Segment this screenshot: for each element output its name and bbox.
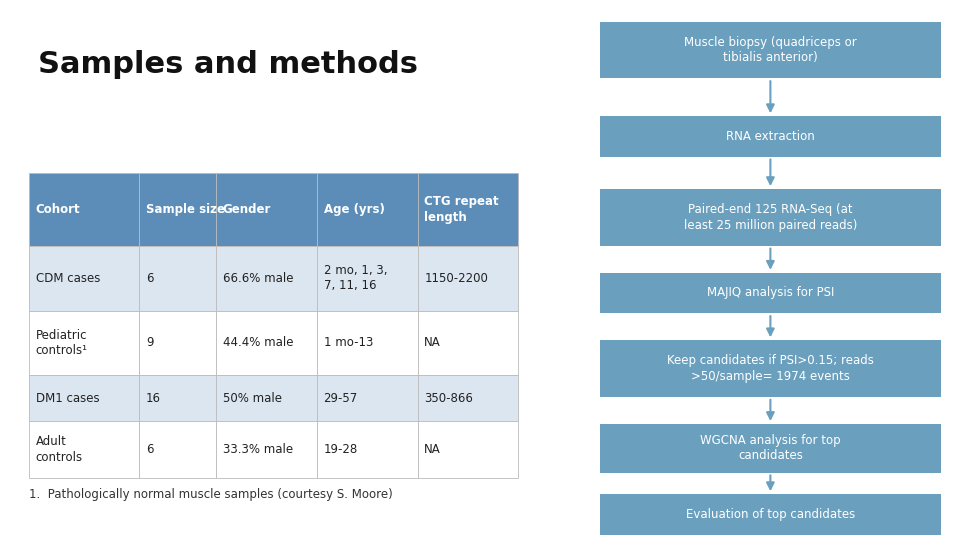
- FancyBboxPatch shape: [418, 246, 518, 310]
- Text: CTG repeat
length: CTG repeat length: [424, 195, 499, 224]
- Text: 44.4% male: 44.4% male: [223, 336, 293, 349]
- FancyBboxPatch shape: [317, 246, 418, 310]
- Text: Muscle biopsy (quadriceps or
tibialis anterior): Muscle biopsy (quadriceps or tibialis an…: [684, 36, 856, 64]
- FancyBboxPatch shape: [317, 421, 418, 478]
- FancyBboxPatch shape: [139, 246, 216, 310]
- FancyBboxPatch shape: [418, 310, 518, 375]
- Text: 6: 6: [146, 443, 154, 456]
- Text: Keep candidates if PSI>0.15; reads
>50/sample= 1974 events: Keep candidates if PSI>0.15; reads >50/s…: [667, 354, 874, 383]
- Text: 50% male: 50% male: [223, 392, 281, 405]
- Text: 19-28: 19-28: [324, 443, 358, 456]
- Text: 2 mo, 1, 3,
7, 11, 16: 2 mo, 1, 3, 7, 11, 16: [324, 264, 387, 292]
- FancyBboxPatch shape: [600, 189, 941, 246]
- FancyBboxPatch shape: [418, 375, 518, 421]
- Text: Cohort: Cohort: [36, 202, 80, 216]
- Text: Pediatric
controls¹: Pediatric controls¹: [36, 329, 87, 357]
- FancyBboxPatch shape: [139, 421, 216, 478]
- FancyBboxPatch shape: [600, 273, 941, 313]
- Text: 29-57: 29-57: [324, 392, 358, 405]
- Text: 6: 6: [146, 272, 154, 285]
- Text: 33.3% male: 33.3% male: [223, 443, 293, 456]
- Text: NA: NA: [424, 443, 441, 456]
- FancyBboxPatch shape: [418, 421, 518, 478]
- Text: 9: 9: [146, 336, 154, 349]
- FancyBboxPatch shape: [139, 310, 216, 375]
- FancyBboxPatch shape: [139, 173, 216, 246]
- FancyBboxPatch shape: [139, 375, 216, 421]
- Text: Adult
controls: Adult controls: [36, 435, 83, 464]
- FancyBboxPatch shape: [317, 173, 418, 246]
- Text: 350-866: 350-866: [424, 392, 473, 405]
- FancyBboxPatch shape: [600, 424, 941, 472]
- Text: MAJIQ analysis for PSI: MAJIQ analysis for PSI: [707, 286, 834, 300]
- FancyBboxPatch shape: [29, 421, 139, 478]
- FancyBboxPatch shape: [600, 22, 941, 78]
- FancyBboxPatch shape: [317, 375, 418, 421]
- FancyBboxPatch shape: [317, 310, 418, 375]
- FancyBboxPatch shape: [29, 246, 139, 310]
- Text: 66.6% male: 66.6% male: [223, 272, 293, 285]
- Text: Evaluation of top candidates: Evaluation of top candidates: [685, 508, 855, 521]
- FancyBboxPatch shape: [418, 173, 518, 246]
- Text: Paired-end 125 RNA-Seq (at
least 25 million paired reads): Paired-end 125 RNA-Seq (at least 25 mill…: [684, 203, 857, 232]
- Text: DM1 cases: DM1 cases: [36, 392, 99, 405]
- FancyBboxPatch shape: [29, 375, 139, 421]
- Text: Age (yrs): Age (yrs): [324, 202, 384, 216]
- Text: 1150-2200: 1150-2200: [424, 272, 489, 285]
- Text: Sample size: Sample size: [146, 202, 225, 216]
- FancyBboxPatch shape: [216, 310, 317, 375]
- FancyBboxPatch shape: [600, 340, 941, 397]
- Text: RNA extraction: RNA extraction: [726, 130, 815, 143]
- FancyBboxPatch shape: [600, 116, 941, 157]
- FancyBboxPatch shape: [216, 375, 317, 421]
- Text: 1 mo-13: 1 mo-13: [324, 336, 372, 349]
- FancyBboxPatch shape: [29, 310, 139, 375]
- Text: Samples and methods: Samples and methods: [38, 50, 419, 79]
- FancyBboxPatch shape: [216, 246, 317, 310]
- Text: NA: NA: [424, 336, 441, 349]
- Text: 1.  Pathologically normal muscle samples (courtesy S. Moore): 1. Pathologically normal muscle samples …: [29, 488, 393, 501]
- FancyBboxPatch shape: [216, 421, 317, 478]
- Text: WGCNA analysis for top
candidates: WGCNA analysis for top candidates: [700, 434, 841, 462]
- FancyBboxPatch shape: [29, 173, 139, 246]
- FancyBboxPatch shape: [216, 173, 317, 246]
- Text: 16: 16: [146, 392, 161, 405]
- Text: CDM cases: CDM cases: [36, 272, 100, 285]
- FancyBboxPatch shape: [600, 494, 941, 535]
- Text: Gender: Gender: [223, 202, 271, 216]
